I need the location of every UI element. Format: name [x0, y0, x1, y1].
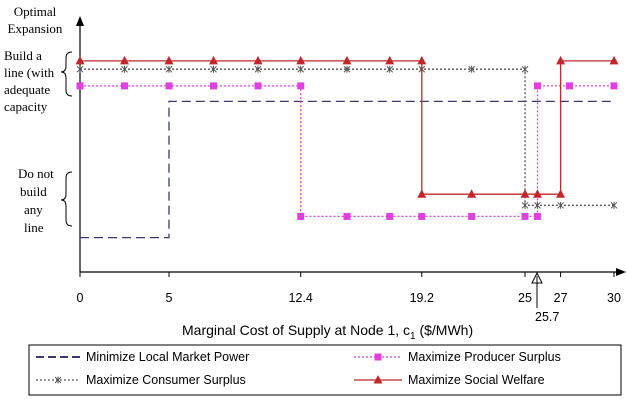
x-axis-title: Marginal Cost of Supply at Node 1, c1 ($…: [182, 322, 473, 342]
data-point: [418, 212, 426, 220]
data-point: [386, 212, 394, 220]
data-point: [610, 201, 618, 209]
data-point: [532, 189, 542, 198]
legend-label: Maximize Social Welfare: [408, 373, 545, 387]
x-tick-label: 5: [166, 291, 173, 305]
data-point: [417, 189, 427, 198]
x-tick-label: 25: [518, 291, 532, 305]
data-point: [164, 55, 174, 65]
series-line: [80, 85, 614, 218]
data-point: [521, 212, 529, 220]
data-point: [533, 82, 541, 90]
data-point: [557, 201, 564, 209]
data-point: [610, 82, 618, 90]
legend: Minimize Local Market Power Maximize Prod…: [28, 344, 622, 396]
data-point: [254, 82, 262, 90]
data-point: [165, 82, 173, 90]
y-axis-arrow: [76, 16, 84, 26]
series-layer: [75, 55, 619, 239]
x-tick-label: 0: [77, 291, 84, 305]
series-2: [76, 82, 618, 220]
data-point: [343, 65, 351, 73]
data-point: [609, 55, 619, 65]
y-category-none-line-3: any: [24, 202, 43, 217]
annotation-label-25-7: 25.7: [535, 310, 559, 324]
series-1: [80, 100, 614, 239]
y-category-build-line-1: Build a: [4, 48, 42, 63]
data-point: [556, 55, 566, 65]
data-point: [297, 82, 305, 90]
data-point: [120, 55, 129, 65]
data-point: [253, 55, 263, 65]
legend-item: Maximize Consumer Surplus: [36, 373, 246, 387]
y-category-build-line-3: adequate: [4, 82, 50, 97]
data-point: [297, 65, 305, 73]
data-point: [417, 55, 427, 65]
data-point: [209, 55, 218, 65]
data-point: [75, 55, 85, 65]
legend-box: [28, 344, 622, 396]
legend-label: Maximize Producer Surplus: [408, 350, 561, 364]
data-point: [76, 82, 84, 90]
data-point: [386, 65, 394, 73]
data-point: [534, 201, 541, 209]
brace-build: [60, 51, 73, 97]
y-category-build-line-2: line (with: [4, 65, 55, 80]
x-tick-label: 30: [607, 291, 621, 305]
y-axis-title-line-1: Optimal: [14, 4, 57, 19]
brace-none: [60, 171, 73, 227]
series-4: [75, 55, 619, 198]
data-point: [566, 82, 573, 90]
x-tick-label: 27: [554, 291, 568, 305]
data-point: [342, 55, 352, 65]
legend-label: Maximize Consumer Surplus: [86, 373, 246, 387]
data-point: [373, 375, 383, 384]
data-point: [210, 65, 217, 73]
data-point: [533, 212, 541, 220]
legend-item: Maximize Producer Surplus: [354, 350, 561, 364]
data-point: [54, 376, 62, 384]
x-axis-arrow: [616, 268, 626, 276]
y-category-none-line-1: Do not: [18, 166, 54, 181]
data-point: [521, 201, 529, 209]
data-point: [165, 65, 173, 73]
x-tick-label: 19.2: [410, 291, 434, 305]
series-3: [76, 65, 618, 209]
data-point: [468, 65, 475, 73]
x-axis-ticks: 0 5 12.4 19.2 25 27 30: [77, 272, 621, 305]
data-point: [254, 65, 262, 73]
y-category-none-line-4: line: [24, 220, 44, 235]
series-line: [80, 60, 614, 195]
series-line: [80, 100, 614, 239]
data-point: [521, 65, 529, 73]
series-line: [80, 68, 614, 206]
data-point: [296, 55, 306, 65]
legend-item: Maximize Social Welfare: [354, 373, 545, 387]
data-point: [121, 82, 128, 90]
data-point: [467, 189, 477, 198]
data-point: [385, 55, 395, 65]
data-point: [556, 189, 566, 198]
legend-item: Minimize Local Market Power: [36, 350, 249, 364]
data-point: [121, 65, 128, 73]
data-point: [76, 65, 84, 73]
data-point: [210, 82, 217, 90]
y-axis-title-line-2: Expansion: [8, 21, 63, 36]
data-point: [297, 212, 305, 220]
data-point: [374, 353, 382, 361]
y-category-build-line-4: capacity: [4, 99, 48, 114]
data-point: [468, 212, 476, 220]
data-point: [343, 212, 351, 220]
annotation-arrowhead: [531, 271, 543, 284]
x-tick-label: 12.4: [289, 291, 313, 305]
legend-label: Minimize Local Market Power: [86, 350, 249, 364]
data-point: [520, 189, 530, 198]
y-category-none-line-2: build: [20, 184, 47, 199]
